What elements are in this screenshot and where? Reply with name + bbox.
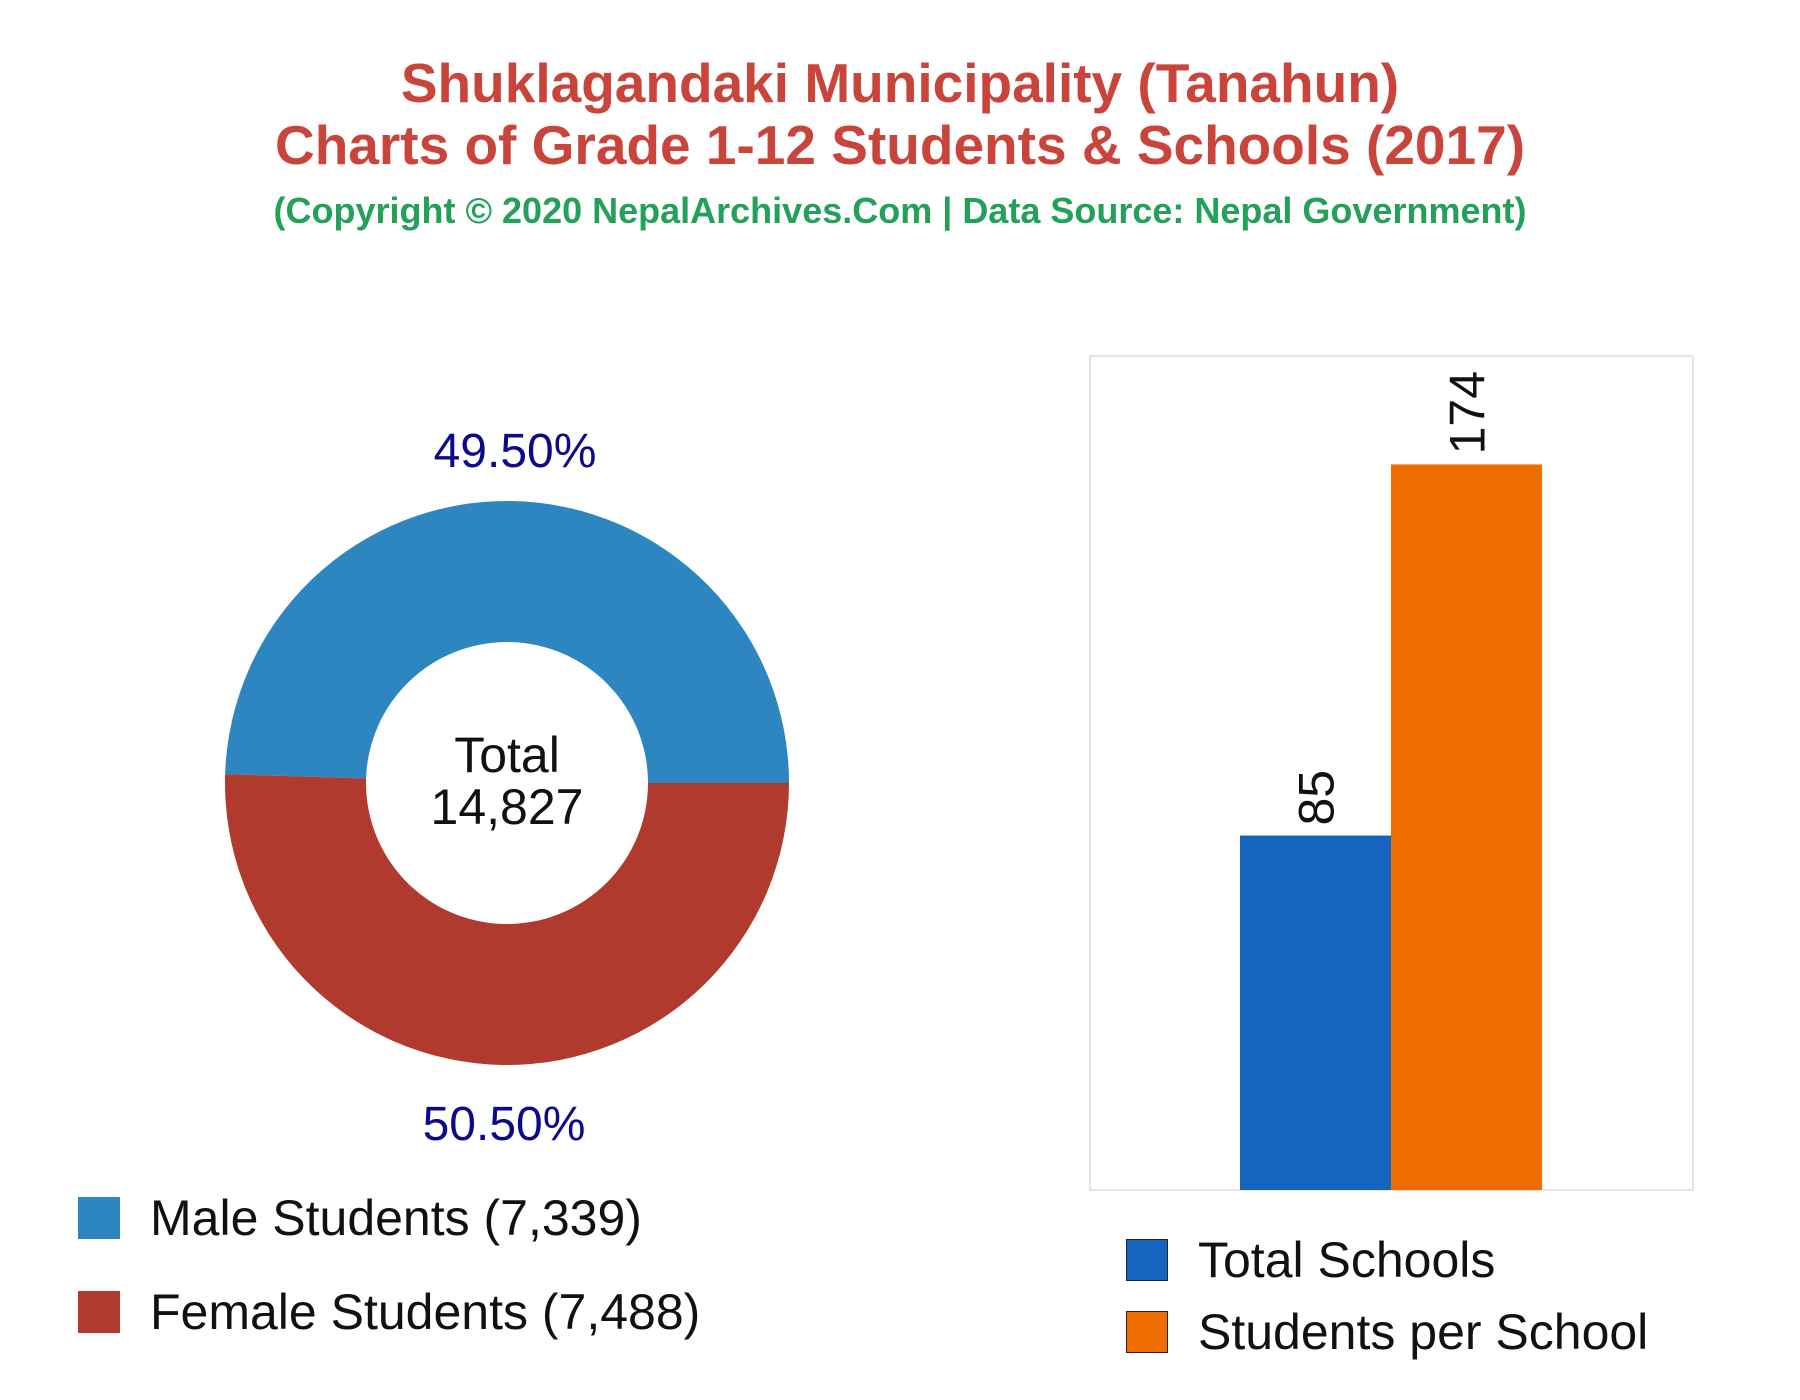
chart-header: Shuklagandaki Municipality (Tanahun) Cha… <box>0 52 1800 232</box>
legend-label-students-per-school: Students per School <box>1198 1304 1649 1360</box>
donut-slice-male <box>225 501 790 783</box>
bar-total-schools <box>1240 835 1391 1190</box>
bar-students-per-school <box>1391 464 1542 1190</box>
legend-label-male: Male Students (7,339) <box>150 1190 642 1246</box>
donut-center-value: 14,827 <box>431 779 584 835</box>
legend-label-total-schools: Total Schools <box>1198 1232 1496 1288</box>
legend-item-male: Male Students (7,339) <box>78 1188 700 1248</box>
bar-value-label-students-per-school: 174 <box>1440 371 1496 454</box>
bar-value-label-total-schools: 85 <box>1289 770 1345 826</box>
donut-center-label: Total <box>454 727 560 783</box>
legend-swatch-total-schools <box>1126 1239 1168 1281</box>
chart-title-line-2: Charts of Grade 1-12 Students & Schools … <box>274 114 1526 176</box>
legend-item-students-per-school: Students per School <box>1126 1302 1648 1362</box>
chart-subtitle: (Copyright © 2020 NepalArchives.Com | Da… <box>273 190 1527 231</box>
chart-title-line-1: Shuklagandaki Municipality (Tanahun) <box>400 52 1400 114</box>
donut-percent-label-male: 49.50% <box>434 425 597 478</box>
donut-slice-female <box>224 774 789 1066</box>
legend-label-female: Female Students (7,488) <box>150 1284 701 1340</box>
legend-swatch-female <box>78 1291 120 1333</box>
legend-item-female: Female Students (7,488) <box>78 1282 700 1342</box>
legend-item-total-schools: Total Schools <box>1126 1230 1648 1290</box>
legend-swatch-students-per-school <box>1126 1311 1168 1353</box>
donut-legend: Male Students (7,339) Female Students (7… <box>78 1188 700 1376</box>
legend-swatch-male <box>78 1197 120 1239</box>
donut-percent-label-female: 50.50% <box>423 1098 586 1151</box>
bar-legend: Total Schools Students per School <box>1126 1230 1648 1396</box>
